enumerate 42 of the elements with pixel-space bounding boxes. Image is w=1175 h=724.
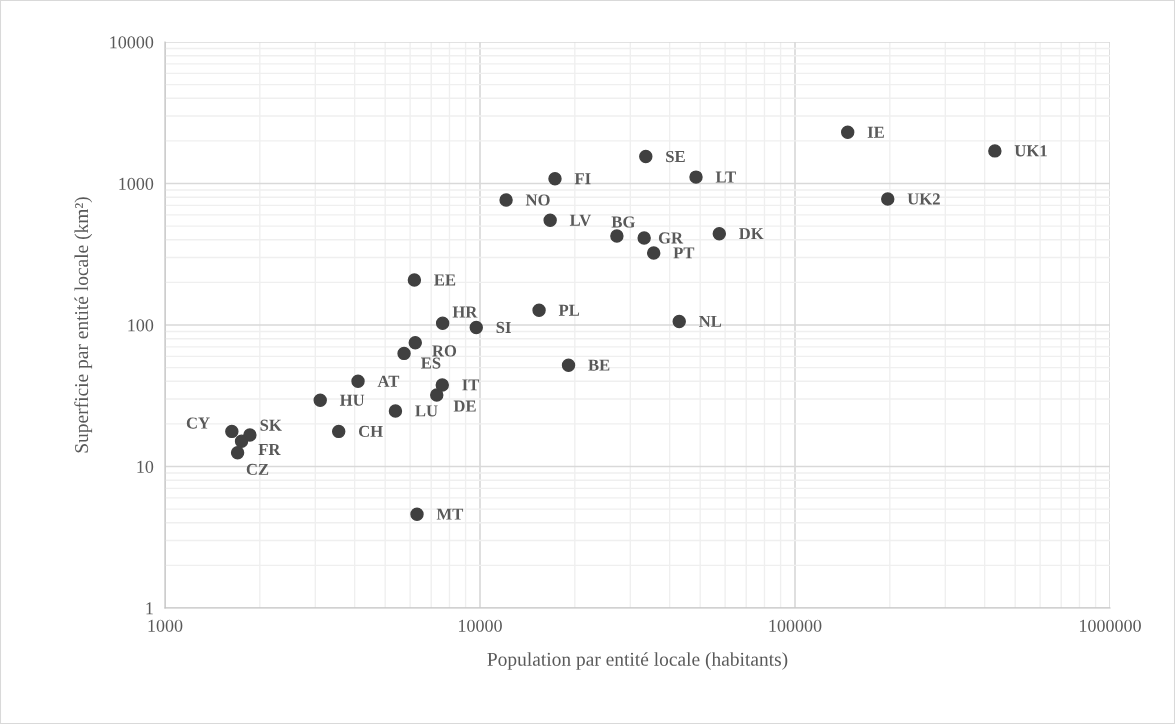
annotation: IT [462,379,480,391]
y-axis-title: Superficie par entité locale (km²) [74,197,93,453]
annotation: RO [432,345,457,357]
annotation: BE [588,359,610,371]
annotation: NO [525,194,550,206]
y-tick-label: 1000 [119,177,154,190]
x-tick-label: 1000 [148,619,183,632]
annotation: PL [558,304,580,316]
x-tick-label: 1000000 [1079,619,1141,632]
annotation: EE [434,274,456,286]
annotation: CZ [246,463,269,476]
annotation: NL [698,315,722,327]
annotation: FR [258,443,281,455]
annotation: CY [186,417,210,429]
annotation: HU [339,394,365,406]
annotation: MT [436,508,464,520]
annotation: SE [666,150,685,163]
annotation: SI [496,321,511,334]
x-axis-title: Population par entité locale (habitants) [487,652,788,670]
annotation: DK [739,228,764,240]
y-tick-label: 1 [146,602,153,615]
annotation: PT [673,247,695,259]
annotation: IE [867,126,884,138]
annotation: UK2 [907,193,940,205]
annotation: HR [452,306,478,318]
y-tick-label: 10 [137,460,154,473]
annotation: SK [260,419,282,431]
annotation: UK1 [1014,145,1047,157]
x-tick-label: 10000 [459,619,502,632]
annotation: LU [415,405,438,417]
annotation: LT [715,171,736,183]
annotation: GR [658,232,684,244]
annotation: ES [421,357,441,369]
y-tick-label: 100 [128,319,154,332]
annotation: BG [611,216,635,228]
y-tick-label: 10000 [110,36,154,49]
annotation: FI [574,173,591,185]
annotation: LV [569,214,592,226]
annotation: AT [377,375,400,387]
annotation: CH [358,425,383,437]
annotation: DE [453,400,476,412]
x-tick-label: 100000 [769,619,822,632]
